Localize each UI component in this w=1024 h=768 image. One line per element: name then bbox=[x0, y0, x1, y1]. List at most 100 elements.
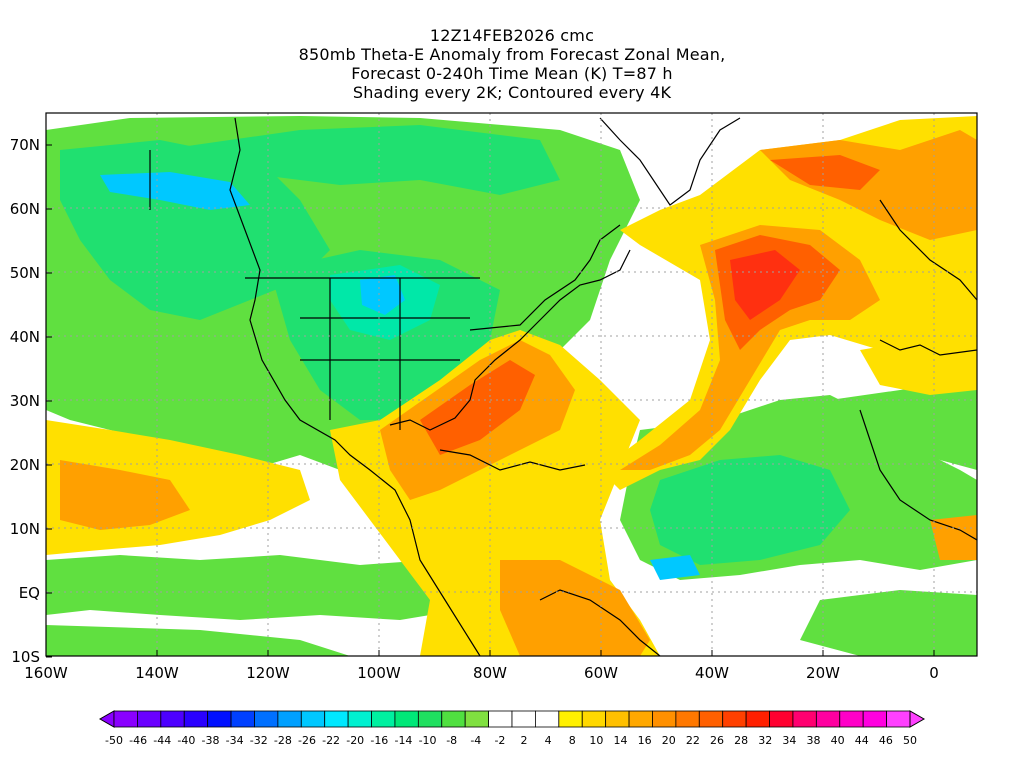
colorbar-label: -4 bbox=[470, 734, 481, 747]
colorbar-swatch bbox=[441, 710, 466, 728]
colorbar-label: 4 bbox=[545, 734, 552, 747]
colorbar-label: 28 bbox=[734, 734, 748, 747]
colorbar-swatch bbox=[394, 710, 419, 728]
colorbar-swatch bbox=[207, 710, 232, 728]
colorbar-label: 44 bbox=[855, 734, 869, 747]
longitude-label: 120W bbox=[246, 664, 290, 682]
colorbar-label: 22 bbox=[686, 734, 700, 747]
longitude-label: 20W bbox=[806, 664, 840, 682]
longitude-axis: 160W 140W 120W 100W 80W 60W 40W 20W 0 bbox=[24, 650, 939, 682]
longitude-label: 40W bbox=[695, 664, 729, 682]
colorbar-swatch bbox=[464, 710, 489, 728]
latitude-label: 70N bbox=[10, 136, 40, 154]
longitude-label: 80W bbox=[473, 664, 507, 682]
colorbar-swatch bbox=[886, 710, 911, 728]
colorbar-swatch bbox=[745, 710, 770, 728]
latitude-label: 10N bbox=[10, 520, 40, 538]
colorbar-swatch bbox=[581, 710, 607, 728]
colorbar-label: 26 bbox=[710, 734, 724, 747]
latitude-label: 50N bbox=[10, 264, 40, 282]
positive-anomaly-region bbox=[770, 155, 880, 190]
colorbar-swatch bbox=[862, 710, 887, 728]
colorbar-label: -38 bbox=[202, 734, 220, 747]
colorbar-swatch bbox=[792, 710, 817, 728]
colorbar-swatch bbox=[160, 710, 185, 728]
colorbar-swatch bbox=[722, 710, 747, 728]
colorbar-swatch bbox=[417, 710, 443, 728]
colorbar-label: 8 bbox=[569, 734, 576, 747]
colorbar-label: -50 bbox=[105, 734, 123, 747]
colorbar-label: -20 bbox=[346, 734, 364, 747]
colorbar-swatch bbox=[652, 710, 677, 728]
colorbar-label: -46 bbox=[129, 734, 147, 747]
positive-anomaly-region bbox=[860, 330, 977, 395]
title-block: 12Z14FEB2026 cmc 850mb Theta-E Anomaly f… bbox=[0, 26, 1024, 102]
colorbar-label: -44 bbox=[153, 734, 171, 747]
colorbar-label: 40 bbox=[831, 734, 845, 747]
latitude-label: 30N bbox=[10, 392, 40, 410]
colorbar-label: -16 bbox=[370, 734, 388, 747]
positive-anomaly-region bbox=[930, 515, 977, 560]
latitude-label: 20N bbox=[10, 456, 40, 474]
colorbar-swatch bbox=[371, 710, 396, 728]
colorbar-label: 50 bbox=[903, 734, 917, 747]
positive-anomaly-region bbox=[60, 460, 190, 530]
positive-anomaly-region bbox=[730, 250, 800, 320]
colorbar-swatch bbox=[488, 710, 513, 728]
colorbar-swatch bbox=[511, 710, 536, 728]
colorbar-label: -34 bbox=[226, 734, 244, 747]
title-shading: Shading every 2K; Contoured every 4K bbox=[352, 83, 672, 102]
negative-anomaly-region bbox=[650, 555, 700, 580]
longitude-label: 60W bbox=[584, 664, 618, 682]
colorbar-label: 2 bbox=[521, 734, 528, 747]
title-variable: 850mb Theta-E Anomaly from Forecast Zona… bbox=[298, 45, 726, 64]
negative-anomaly-region bbox=[830, 380, 977, 470]
colorbar-label: 20 bbox=[662, 734, 676, 747]
colorbar-swatch bbox=[347, 710, 372, 728]
colorbar-labels: -50 -46 -44 -40 -38 -34 -32 -28 -26 -22 -20 -16 -14-… bbox=[105, 734, 917, 747]
title-forecast: Forecast 0-240h Time Mean (K) T=87 h bbox=[351, 64, 673, 83]
colorbar-swatch bbox=[815, 710, 841, 728]
colorbar-label: -2 bbox=[494, 734, 505, 747]
colorbar-label: -40 bbox=[177, 734, 195, 747]
negative-anomaly-region bbox=[46, 555, 470, 620]
colorbar-label: 38 bbox=[807, 734, 821, 747]
colorbar-label: -28 bbox=[274, 734, 292, 747]
negative-anomaly-region bbox=[46, 625, 350, 656]
colorbar-label: -22 bbox=[322, 734, 340, 747]
colorbar-label: -26 bbox=[298, 734, 316, 747]
colorbar-swatch bbox=[113, 710, 138, 728]
colorbar-swatch bbox=[324, 710, 349, 728]
colorbar-label: 10 bbox=[589, 734, 603, 747]
latitude-label: 60N bbox=[10, 200, 40, 218]
colorbar-swatch bbox=[628, 710, 653, 728]
colorbar-swatch bbox=[254, 710, 279, 728]
colorbar-swatch bbox=[558, 710, 583, 728]
colorbar-swatch bbox=[230, 710, 255, 728]
colorbar-swatch bbox=[605, 710, 630, 728]
negative-anomaly-region bbox=[800, 590, 977, 656]
positive-anomaly-region bbox=[500, 560, 650, 656]
colorbar-swatch bbox=[675, 710, 700, 728]
colorbar-swatch bbox=[535, 710, 560, 728]
colorbar bbox=[98, 710, 926, 728]
colorbar-swatch bbox=[300, 710, 326, 728]
map-frame bbox=[45, 112, 978, 657]
longitude-label: 140W bbox=[135, 664, 179, 682]
colorbar-label: -32 bbox=[250, 734, 268, 747]
colorbar-swatch bbox=[137, 710, 162, 728]
latitude-axis: 70N 60N 50N 40N 30N 20N 10N EQ 10S bbox=[10, 136, 52, 666]
negative-anomaly-region bbox=[160, 125, 560, 195]
colorbar-label: 34 bbox=[782, 734, 796, 747]
colorbar-swatch bbox=[183, 710, 209, 728]
negative-anomaly-region bbox=[360, 275, 405, 315]
latitude-label: EQ bbox=[19, 584, 40, 602]
positive-anomaly-region bbox=[420, 360, 535, 455]
negative-anomaly-region bbox=[650, 455, 850, 565]
colorbar-label: 46 bbox=[879, 734, 893, 747]
longitude-label: 100W bbox=[357, 664, 401, 682]
colorbar-swatch bbox=[698, 710, 724, 728]
longitude-label: 0 bbox=[929, 664, 939, 682]
colorbar-swatch bbox=[839, 710, 864, 728]
